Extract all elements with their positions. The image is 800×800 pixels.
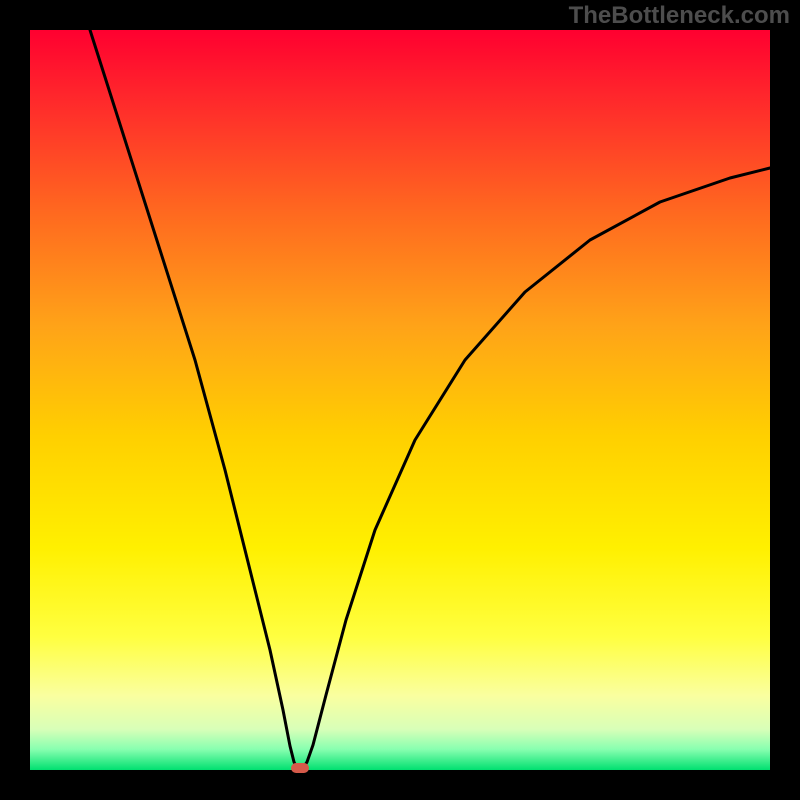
plot-area — [30, 30, 770, 770]
chart-frame: TheBottleneck.com — [0, 0, 800, 800]
valley-marker — [291, 763, 309, 773]
curve-overlay — [30, 30, 770, 770]
bottleneck-curve-left — [90, 30, 297, 768]
watermark-text: TheBottleneck.com — [569, 2, 790, 30]
bottleneck-curve-right — [303, 168, 770, 768]
